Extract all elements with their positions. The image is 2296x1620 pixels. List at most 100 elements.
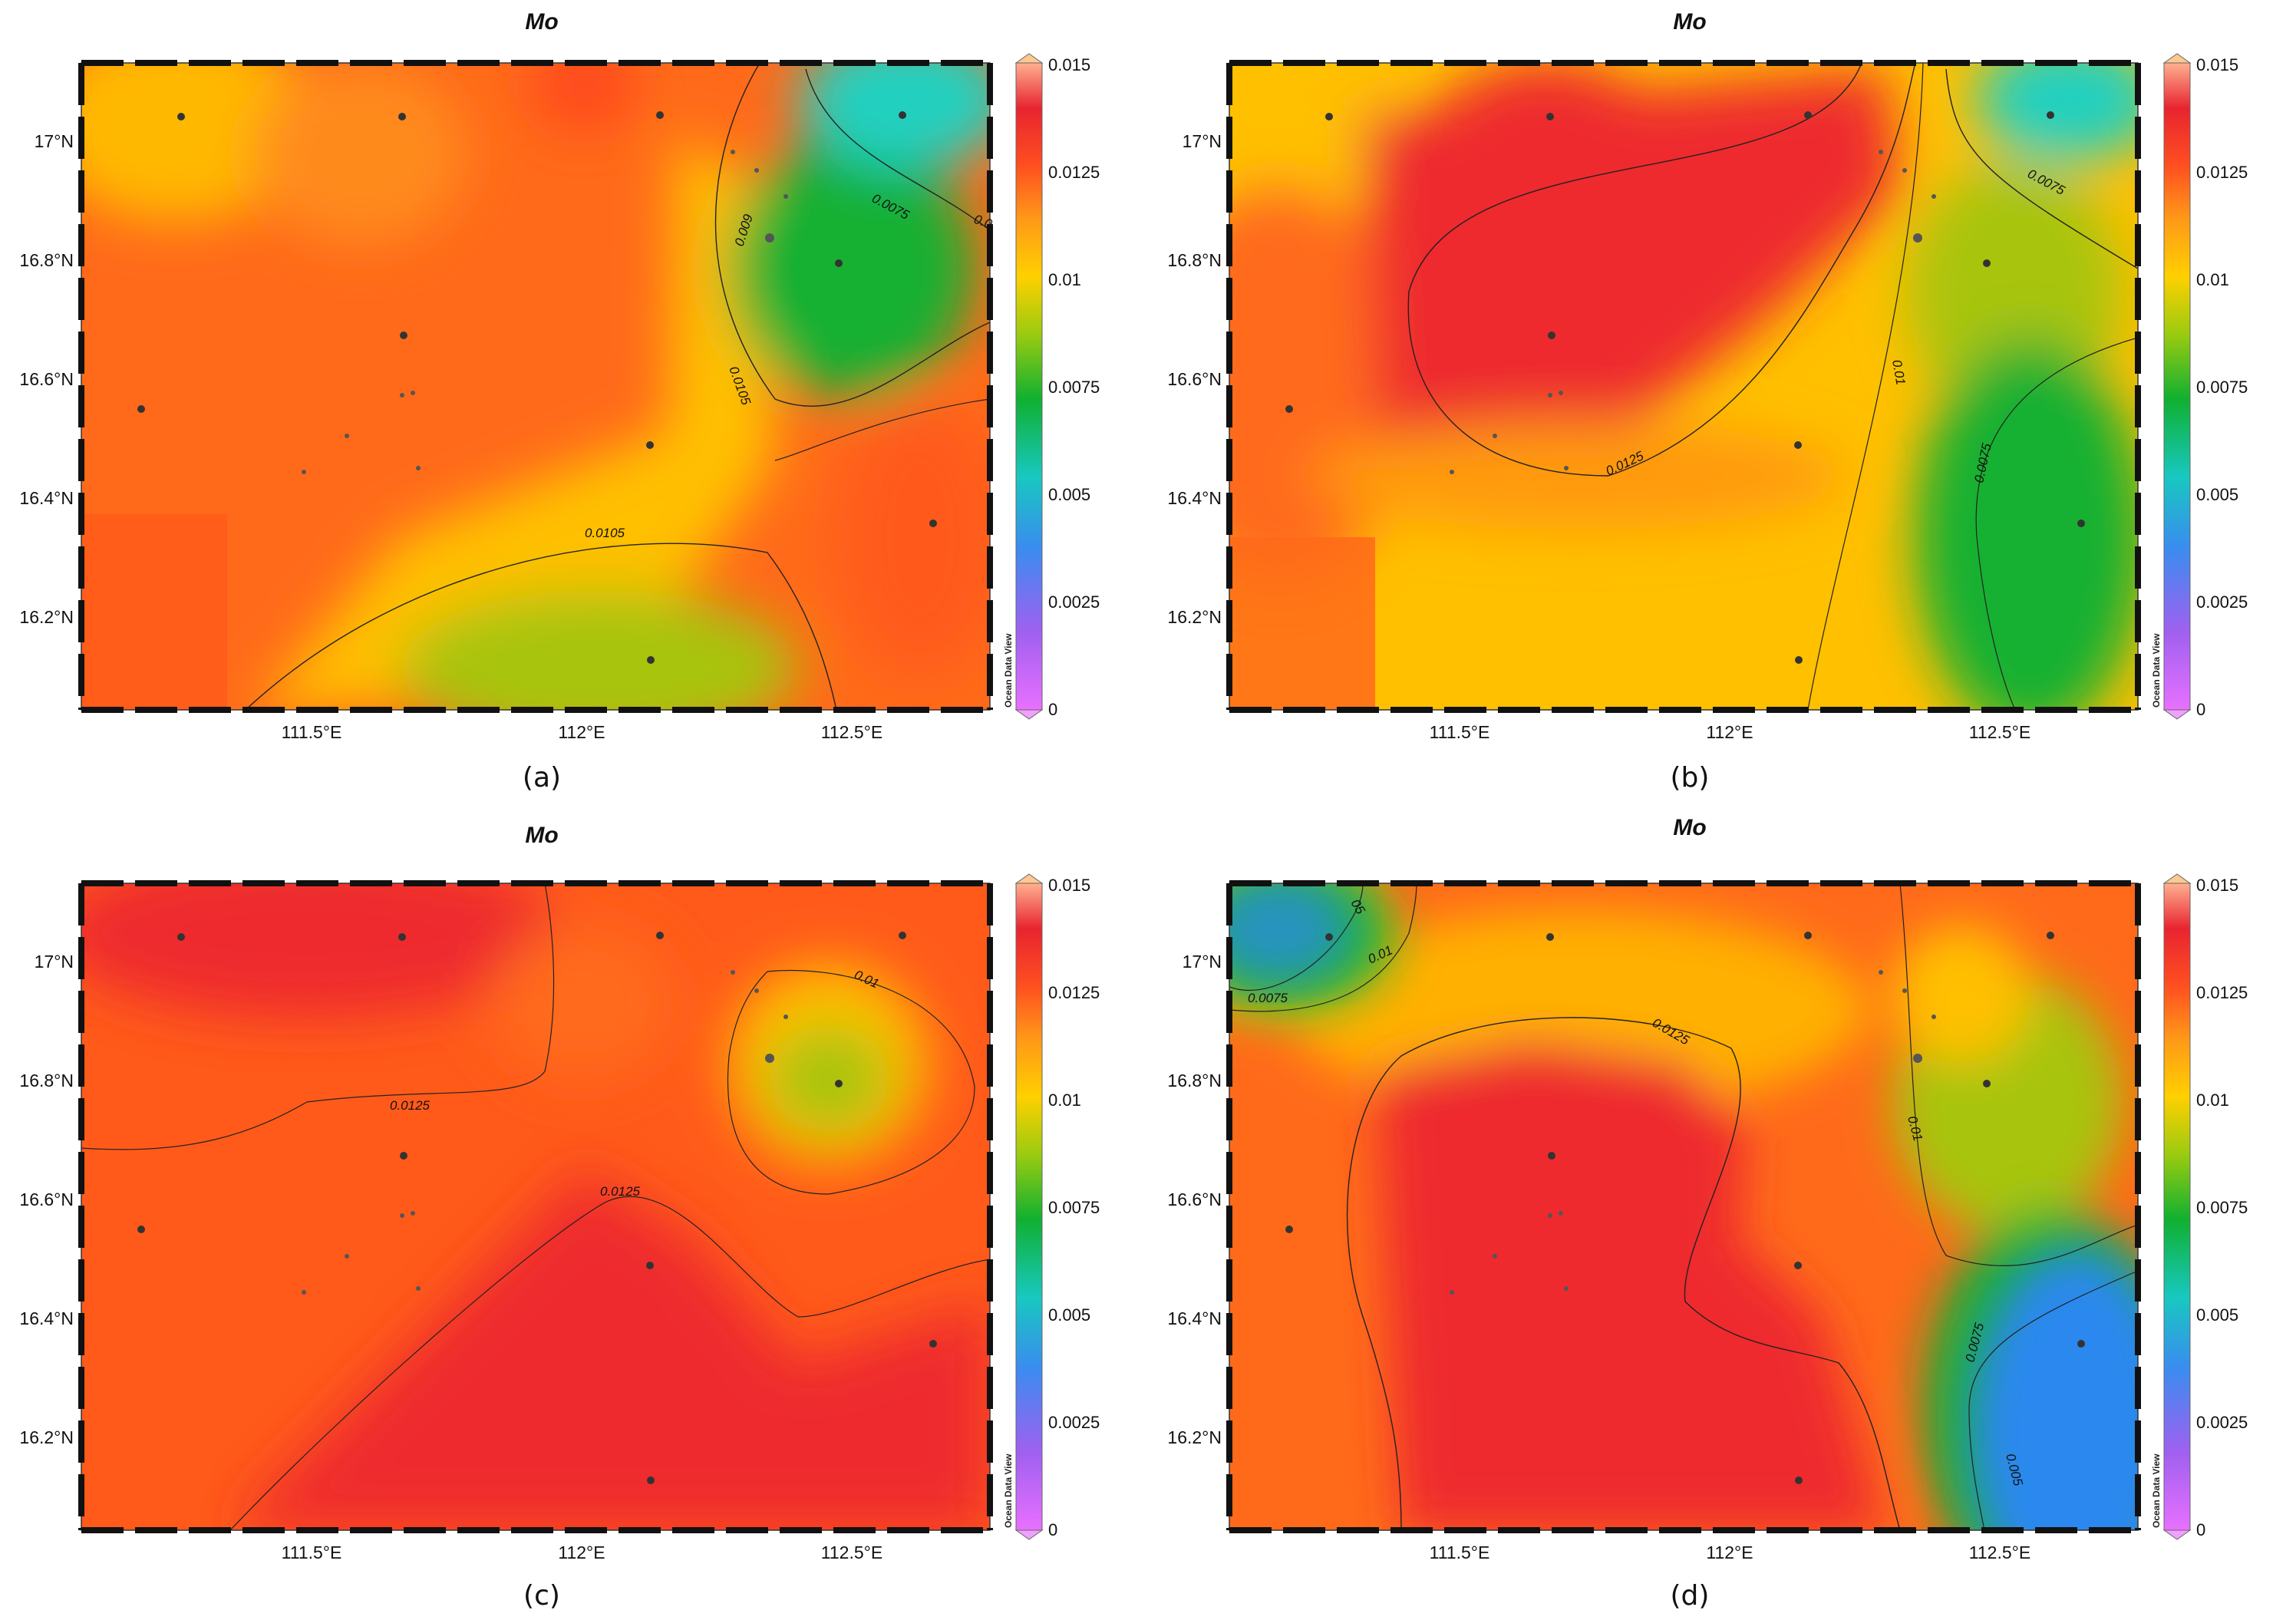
x-tick: 112.5°E xyxy=(1969,1542,2030,1562)
colorbar-tick: 0 xyxy=(1048,700,1057,719)
y-tick: 16.4°N xyxy=(1167,1308,1222,1328)
x-tick: 112.5°E xyxy=(1969,722,2030,742)
map-field xyxy=(1229,63,2138,710)
colorbar-tick: 0 xyxy=(2196,700,2205,719)
reefs xyxy=(1450,970,1936,1295)
contour-label: 0.0125 xyxy=(390,1098,430,1113)
x-tick: 112.5°E xyxy=(821,722,882,742)
x-axis: 111.5°E 112°E 112.5°E xyxy=(1430,1542,2031,1562)
station-marker xyxy=(646,1262,654,1269)
map-field xyxy=(1229,883,2138,1530)
station-marker xyxy=(2077,1340,2085,1348)
station-marker xyxy=(656,111,664,119)
station-marker xyxy=(1794,441,1802,449)
colorbar: 0.015 0.0125 0.01 0.0075 0.005 0.0025 0 … xyxy=(2151,873,2248,1540)
y-tick: 16.6°N xyxy=(1167,369,1222,389)
panel-b: Mo xyxy=(1148,0,2296,810)
colorbar-tick: 0.0125 xyxy=(2196,163,2248,182)
y-axis: 17°N 16.8°N 16.6°N 16.4°N 16.2°N xyxy=(1167,131,1222,627)
y-axis: 17°N 16.8°N 16.6°N 16.4°N 16.2°N xyxy=(19,131,74,627)
contour-label: 0.0125 xyxy=(600,1184,641,1199)
station-marker xyxy=(929,1340,937,1348)
y-tick: 16.8°N xyxy=(1167,1071,1222,1090)
contour-label: 0.0105 xyxy=(585,526,625,540)
x-tick: 111.5°E xyxy=(282,722,342,742)
colorbar-tick: 0.015 xyxy=(2196,55,2238,74)
colorbar: 0.015 0.0125 0.01 0.0075 0.005 0.0025 0 … xyxy=(1003,53,1100,720)
x-tick: 112°E xyxy=(1706,1542,1753,1562)
colorbar-tick: 0.01 xyxy=(1048,1090,1081,1110)
map-field xyxy=(81,883,990,1530)
station-marker xyxy=(398,933,406,941)
y-tick: 16.4°N xyxy=(19,1308,74,1328)
x-axis: 111.5°E 112°E 112.5°E xyxy=(282,722,883,742)
map-panel-a-svg: Mo xyxy=(19,9,1100,794)
panel-title: Mo xyxy=(1673,9,1706,35)
y-tick: 16.6°N xyxy=(19,1189,74,1209)
station-marker xyxy=(835,259,843,267)
station-marker xyxy=(137,405,145,413)
panel-caption: (a) xyxy=(523,762,561,794)
ocean-data-view-watermark: Ocean Data View xyxy=(2151,1453,2162,1528)
station-marker xyxy=(1804,932,1812,939)
colorbar-tick: 0 xyxy=(1048,1520,1057,1539)
x-tick: 111.5°E xyxy=(1430,722,1490,742)
station-marker xyxy=(398,113,406,120)
station-marker xyxy=(646,441,654,449)
y-tick: 16.2°N xyxy=(1167,607,1222,627)
colorbar-tick: 0.005 xyxy=(2196,1305,2238,1325)
station-marker xyxy=(1794,1262,1802,1269)
station-marker xyxy=(1804,111,1812,119)
colorbar-tick: 0.005 xyxy=(1048,485,1090,504)
x-axis: 111.5°E 112°E 112.5°E xyxy=(282,1542,883,1562)
panel-d: Mo xyxy=(1148,810,2296,1620)
map-panel-b-svg: Mo xyxy=(1167,9,2248,794)
y-tick: 16.8°N xyxy=(1167,250,1222,270)
x-tick: 111.5°E xyxy=(1430,1542,1490,1562)
y-tick: 17°N xyxy=(35,952,74,972)
colorbar-tick: 0.0025 xyxy=(1048,1413,1100,1432)
panel-title: Mo xyxy=(1673,815,1706,840)
reefs xyxy=(1450,150,1936,474)
station-marker xyxy=(177,113,185,120)
station-marker xyxy=(177,933,185,941)
panel-caption: (c) xyxy=(523,1580,560,1612)
colorbar-tick: 0.005 xyxy=(2196,485,2238,504)
station-marker xyxy=(2077,520,2085,527)
x-tick: 112°E xyxy=(558,1542,605,1562)
y-tick: 17°N xyxy=(1183,952,1222,972)
y-tick: 16.4°N xyxy=(19,488,74,508)
colorbar-tick: 0.0025 xyxy=(2196,592,2248,612)
station-marker xyxy=(899,111,906,119)
station-marker xyxy=(1548,1152,1555,1160)
reefs xyxy=(302,970,788,1295)
colorbar-tick: 0.005 xyxy=(1048,1305,1090,1325)
colorbar-tick: 0.01 xyxy=(2196,270,2229,289)
x-axis: 111.5°E 112°E 112.5°E xyxy=(1430,722,2031,742)
y-tick: 16.8°N xyxy=(19,1071,74,1090)
colorbar-tick: 0.015 xyxy=(1048,876,1090,895)
station-marker xyxy=(1325,933,1333,941)
reefs xyxy=(302,150,788,474)
station-marker xyxy=(1546,933,1554,941)
y-tick: 16.2°N xyxy=(1167,1427,1222,1447)
y-axis: 17°N 16.8°N 16.6°N 16.4°N 16.2°N xyxy=(19,952,74,1447)
station-marker xyxy=(929,520,937,527)
y-axis: 17°N 16.8°N 16.6°N 16.4°N 16.2°N xyxy=(1167,952,1222,1447)
stations xyxy=(1285,111,2085,664)
station-marker xyxy=(835,1080,843,1087)
station-marker xyxy=(400,1152,407,1160)
x-tick: 112°E xyxy=(1706,722,1753,742)
colorbar-tick: 0.0125 xyxy=(2196,983,2248,1002)
y-tick: 17°N xyxy=(35,131,74,151)
station-marker xyxy=(2047,111,2054,119)
x-tick: 112.5°E xyxy=(821,1542,882,1562)
station-marker xyxy=(647,1476,655,1484)
panel-title: Mo xyxy=(525,9,558,35)
y-tick: 16.6°N xyxy=(1167,1189,1222,1209)
colorbar-tick: 0.0075 xyxy=(2196,1198,2248,1217)
stations xyxy=(137,932,937,1484)
station-marker xyxy=(1983,1080,1991,1087)
colorbar-tick: 0.0025 xyxy=(1048,592,1100,612)
contour-label: 0.0075 xyxy=(1248,991,1288,1005)
